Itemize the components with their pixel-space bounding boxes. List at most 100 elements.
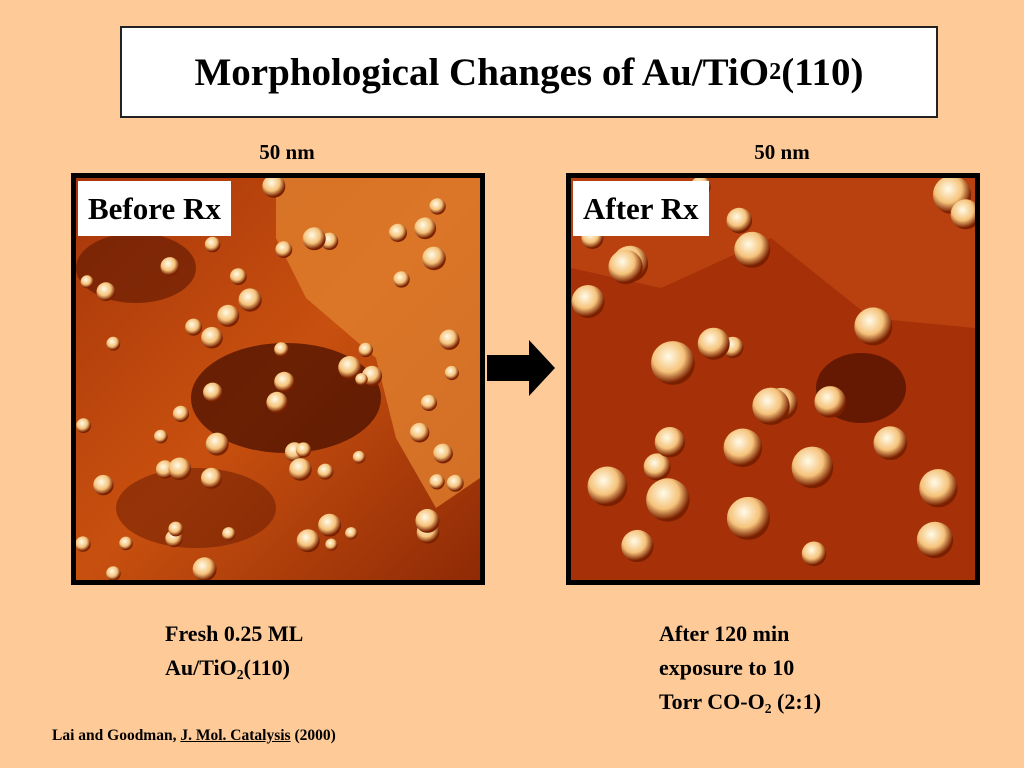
caption: After 120 min exposure to 10 Torr CO-O2 (2… [659, 617, 821, 719]
gold-particle [205, 432, 229, 456]
gold-particle [154, 429, 168, 444]
gold-particle [168, 457, 192, 481]
gold-particle [204, 236, 221, 253]
gold-particle [393, 271, 410, 288]
gold-particle [238, 288, 262, 312]
gold-particle [96, 282, 116, 302]
gold-particle [422, 246, 446, 271]
gold-particle [919, 469, 958, 508]
gold-particle [119, 536, 133, 551]
scale-label: 50 nm [259, 140, 315, 164]
caption-text: (110) [243, 655, 291, 680]
gold-particle [791, 446, 834, 489]
gold-particle [317, 463, 334, 480]
gold-particle [302, 227, 326, 251]
gold-particle [950, 199, 975, 230]
gold-particle [723, 428, 763, 468]
gold-particle [160, 257, 180, 276]
stm-image [566, 173, 980, 585]
gold-particle [873, 426, 908, 460]
gold-particle [916, 521, 954, 559]
gold-particle [814, 386, 846, 418]
gold-particle [222, 527, 236, 541]
caption-text: exposure to 10 [659, 655, 795, 680]
gold-particle [654, 427, 686, 458]
gold-particle [201, 326, 223, 349]
gold-particle [266, 391, 288, 413]
gold-particle [420, 394, 437, 411]
caption-text: Fresh 0.25 ML [165, 621, 304, 646]
stm-picture [571, 178, 975, 580]
gold-particle [106, 566, 121, 580]
gold-particle [439, 329, 460, 350]
citation-year: (2000) [294, 727, 336, 744]
scale-label: 50 nm [754, 140, 810, 164]
arrow [487, 340, 555, 396]
gold-particle [415, 508, 440, 533]
caption-text: Torr CO-O [659, 689, 765, 714]
gold-particle [388, 223, 407, 242]
caption: Fresh 0.25 ML Au/TiO2(110) [165, 617, 303, 685]
gold-particle [726, 207, 753, 234]
title-text: (110) [781, 50, 864, 94]
gold-particle [338, 356, 362, 379]
caption-line: Torr CO-O2 (2:1) [659, 685, 821, 719]
gold-particle [446, 474, 464, 492]
gold-particle [203, 382, 223, 402]
citation-journal: J. Mol. Catalysis [180, 727, 291, 744]
gold-particle [185, 318, 203, 336]
gold-particle [414, 217, 437, 240]
gold-particle [168, 521, 184, 537]
title-text: Morphological Changes of Au/TiO [194, 50, 770, 94]
gold-particle [358, 342, 373, 358]
gold-particle [352, 450, 366, 464]
gold-particle [106, 336, 121, 351]
gold-particle [200, 467, 222, 489]
gold-particle [429, 474, 445, 490]
gold-particle [80, 275, 94, 289]
gold-particle [608, 249, 643, 285]
caption-text: After 120 min [659, 621, 790, 646]
gold-particle [76, 536, 91, 552]
gold-particle [646, 478, 690, 522]
gold-particle [172, 405, 189, 422]
caption-line: exposure to 10 [659, 651, 821, 685]
gold-particle [217, 304, 240, 327]
title-box: Morphological Changes of Au/TiO 2 (110) [120, 26, 938, 118]
gold-particle [262, 178, 286, 198]
gold-particle [76, 418, 91, 433]
gold-particle [429, 198, 446, 215]
caption-text: (2:1) [771, 689, 822, 714]
gold-particle [409, 422, 430, 443]
gold-particle [345, 527, 358, 540]
stm-picture [76, 178, 480, 580]
gold-particle [295, 442, 312, 458]
caption-text: Au/TiO [165, 655, 237, 680]
gold-particle [355, 373, 368, 386]
caption-subscript: 2 [236, 667, 244, 683]
gold-particle [296, 529, 320, 553]
gold-particle [697, 327, 730, 360]
caption-subscript: 2 [764, 701, 772, 717]
gold-particle [726, 496, 770, 540]
gold-particle [651, 341, 695, 385]
stm-image [71, 173, 485, 585]
panel-label: Before Rx [78, 181, 231, 236]
caption-line: Fresh 0.25 ML [165, 617, 303, 651]
citation: Lai and Goodman, J. Mol. Catalysis (2000… [52, 727, 336, 745]
gold-particle [289, 458, 312, 481]
gold-particle [587, 466, 628, 507]
gold-particle [192, 557, 217, 580]
gold-particle [274, 342, 289, 357]
gold-particle [801, 541, 827, 567]
caption-line: After 120 min [659, 617, 821, 651]
gold-particle [318, 513, 342, 537]
gold-particle [93, 474, 114, 496]
citation-authors: Lai and Goodman, [52, 727, 177, 744]
caption-line: Au/TiO2(110) [165, 651, 303, 685]
gold-particle [643, 453, 671, 481]
gold-particle [854, 307, 893, 346]
gold-particle [444, 365, 459, 381]
gold-particle [275, 241, 293, 258]
